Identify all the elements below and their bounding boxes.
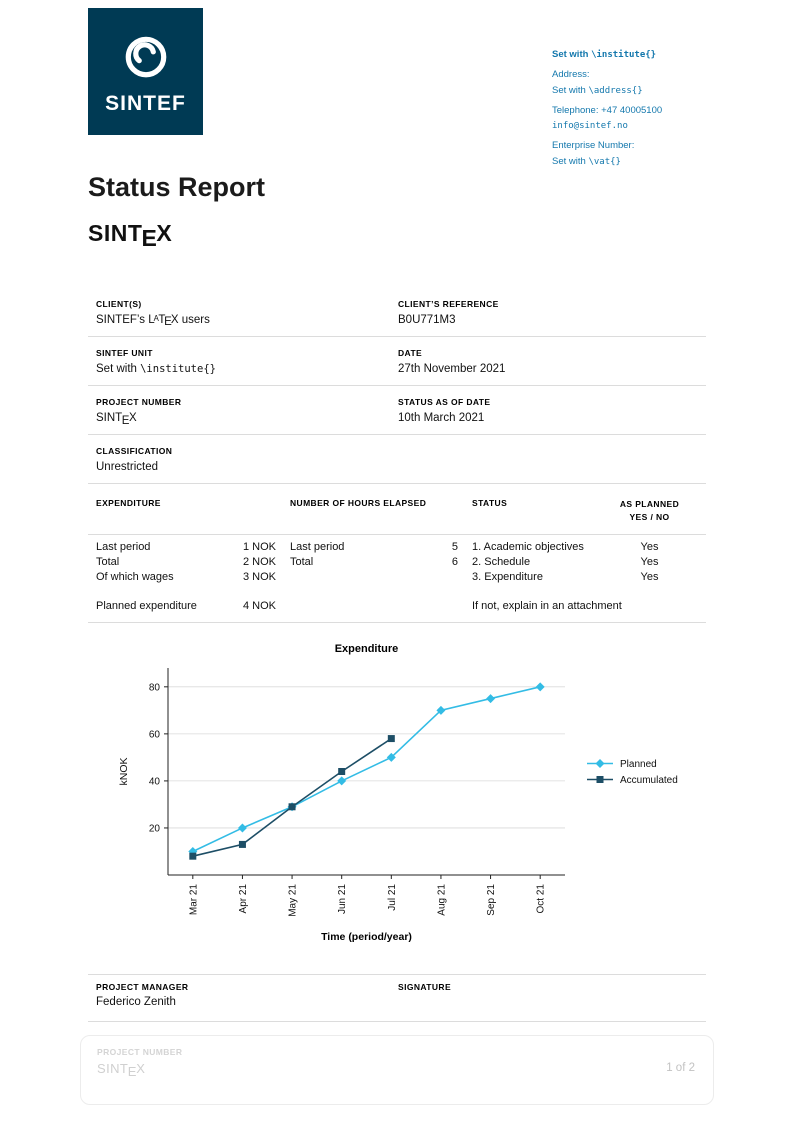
project-number-label: PROJECT NUMBER <box>96 397 182 407</box>
hours-column: Last period 5 Total 6 <box>290 540 458 570</box>
svg-text:Oct 21: Oct 21 <box>536 884 547 914</box>
classification-cell: CLASSIFICATION Unrestricted <box>88 435 390 483</box>
as-planned-header: AS PLANNED YES / NO <box>619 499 680 522</box>
table-row: 2. Schedule <box>472 556 531 568</box>
project-manager-name: Federico Zenith <box>96 996 176 1008</box>
expenditure-header: EXPENDITURE <box>96 498 161 508</box>
svg-text:Accumulated: Accumulated <box>620 775 678 786</box>
svg-text:Jul 21: Jul 21 <box>387 884 398 911</box>
table-row: Yes <box>640 541 659 553</box>
svg-text:Aug 21: Aug 21 <box>436 884 447 916</box>
address-macro: \address{} <box>588 86 643 96</box>
expenditure-chart-svg: 20 40 60 80 Mar 21 Apr 21 May 21 Jun 21 Jul 21 Au… <box>118 643 678 943</box>
svg-text:60: 60 <box>149 729 161 740</box>
client-ref-cell: CLIENT’S REFERENCE B0U771M3 <box>390 288 706 336</box>
table-row: Total 6 <box>290 556 458 568</box>
details-row-client: CLIENT(S) SINTEF’s LATEX users CLIENT’S … <box>88 288 706 337</box>
footer-sintex: SINTEX <box>97 1061 146 1079</box>
svg-text:Jun 21: Jun 21 <box>337 884 348 914</box>
contact-email: info@sintef.no <box>552 121 628 131</box>
expenditure-column: Last period 1 NOK Total 2 NOK Of which wag… <box>96 540 276 614</box>
client-cell: CLIENT(S) SINTEF’s LATEX users <box>88 288 390 336</box>
contact-telephone: Telephone: +47 40005100 <box>552 105 663 116</box>
expenditure-chart: 20 40 60 80 Mar 21 Apr 21 May 21 Jun 21 Jul 21 Au… <box>95 638 735 968</box>
svg-text:40: 40 <box>149 776 161 787</box>
svg-text:Time (period/year): Time (period/year) <box>321 931 412 943</box>
table-row: Total 2 NOK <box>96 556 276 568</box>
date-cell: DATE 27th November 2021 <box>390 337 706 385</box>
svg-text:Sep 21: Sep 21 <box>486 884 497 916</box>
status-date-cell: STATUS AS OF DATE 10th March 2021 <box>390 386 706 434</box>
signature-top-divider <box>88 974 706 975</box>
unit-label: SINTEF UNIT <box>96 348 153 358</box>
table-row: Of which wages 3 NOK <box>96 571 276 583</box>
latex-logo: LATEX <box>148 313 179 329</box>
details-table: CLIENT(S) SINTEF’s LATEX users CLIENT’S … <box>88 288 706 484</box>
svg-text:May 21: May 21 <box>288 884 299 917</box>
svg-text:20: 20 <box>149 823 161 834</box>
page-title: Status Report <box>88 172 266 202</box>
project-number-value: SINTEX <box>96 412 137 427</box>
sintex-logo-title: SINTEX <box>88 220 173 252</box>
status-date-value: 10th March 2021 <box>398 412 485 424</box>
table-row: 1. Academic objectives <box>472 541 584 553</box>
contact-enterprise-label: Enterprise Number: <box>552 140 635 151</box>
status-header: STATUS <box>472 498 508 508</box>
unit-macro: \institute{} <box>140 363 216 375</box>
sintef-logo-wordmark: SINTEF <box>105 92 186 115</box>
unit-value: Set with \institute{} <box>96 363 216 375</box>
status-column: 1. Academic objectives 2. Schedule 3. Ex… <box>472 540 652 614</box>
svg-text:80: 80 <box>149 682 161 693</box>
signature-label: SIGNATURE <box>398 982 452 992</box>
contact-institute: Set with \institute{} <box>552 49 657 60</box>
svg-text:Expenditure: Expenditure <box>335 643 399 655</box>
as-planned-column: Yes Yes Yes <box>593 540 706 585</box>
contact-address: Set with \address{} <box>552 85 643 96</box>
header-divider <box>88 534 706 535</box>
svg-text:Apr 21: Apr 21 <box>238 884 249 914</box>
table-row: Last period 1 NOK <box>96 541 276 553</box>
svg-text:Mar 21: Mar 21 <box>188 884 199 916</box>
contact-vat: Set with \vat{} <box>552 156 621 167</box>
hours-header: NUMBER OF HOURS ELAPSED <box>290 498 427 508</box>
table-row: 3. Expenditure <box>472 571 543 583</box>
details-row-project: PROJECT NUMBER SINTEX STATUS AS OF DATE … <box>88 386 706 435</box>
date-label: DATE <box>398 348 423 358</box>
status-note: If not, explain in an attachment <box>472 600 622 612</box>
vat-macro: \vat{} <box>588 157 621 167</box>
client-ref-label: CLIENT’S REFERENCE <box>398 299 499 309</box>
table-row-planned-expenditure: Planned expenditure 4 NOK <box>96 600 276 612</box>
signature-bottom-divider <box>88 1021 706 1022</box>
details-row-unit: SINTEF UNIT Set with \institute{} DATE 2… <box>88 337 706 386</box>
svg-text:kNOK: kNOK <box>118 757 130 785</box>
sintef-logo-block: SINTEF <box>88 8 203 135</box>
project-number-cell: PROJECT NUMBER SINTEX <box>88 386 390 434</box>
status-date-label: STATUS AS OF DATE <box>398 397 491 407</box>
table-row: Yes <box>640 556 659 568</box>
project-manager-label: PROJECT MANAGER <box>96 982 189 992</box>
client-value: SINTEF’s LATEX users <box>96 313 210 329</box>
table-row: Yes <box>640 571 659 583</box>
sintef-logo-icon <box>125 36 166 78</box>
client-ref-value: B0U771M3 <box>398 314 456 326</box>
table-row: Last period 5 <box>290 541 458 553</box>
classification-value: Unrestricted <box>96 461 158 473</box>
contact-address-label: Address: <box>552 69 590 80</box>
institute-macro: \institute{} <box>591 50 657 60</box>
classification-label: CLASSIFICATION <box>96 446 173 456</box>
details-row-classification: CLASSIFICATION Unrestricted <box>88 435 706 484</box>
date-value: 27th November 2021 <box>398 363 506 375</box>
client-label: CLIENT(S) <box>96 299 142 309</box>
page-footer: PROJECT NUMBER SINTEX 1 of 2 <box>80 1035 714 1105</box>
unit-cell: SINTEF UNIT Set with \institute{} <box>88 337 390 385</box>
contact-block: Set with \institute{} Address: Set with … <box>552 48 762 172</box>
status-table: EXPENDITURE NUMBER OF HOURS ELAPSED STAT… <box>88 494 706 626</box>
svg-text:Planned: Planned <box>620 759 657 770</box>
footer-page-number: 1 of 2 <box>666 1062 695 1074</box>
footer-project-number-label: PROJECT NUMBER <box>97 1047 183 1057</box>
table-bottom-divider <box>88 622 706 623</box>
